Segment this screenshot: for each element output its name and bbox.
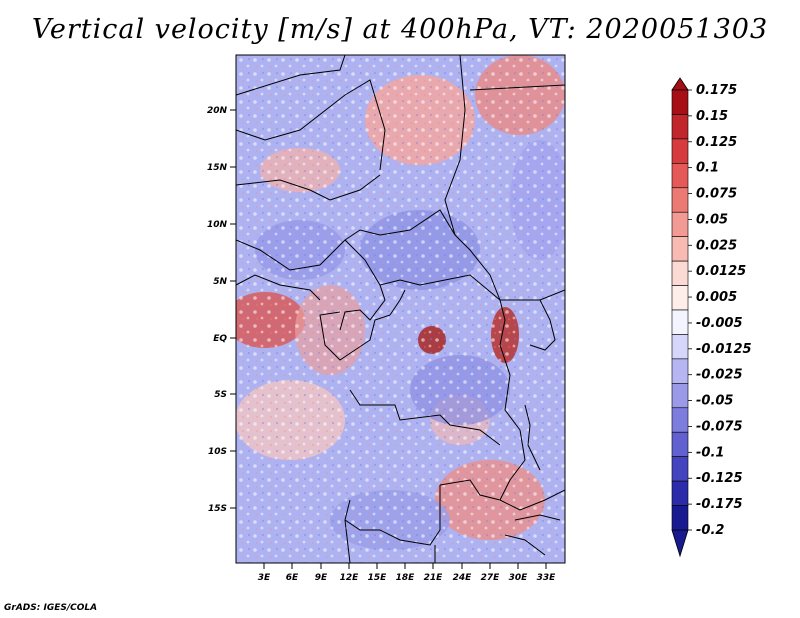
lat-label: 15S [208,504,227,514]
lat-label: EQ [213,334,227,344]
colorbar-label: -0.2 [696,523,724,538]
lat-label: 20N [207,106,228,116]
colorbar-label: -0.0125 [696,342,752,357]
lat-labels: 20N 15N 10N 5N EQ 5S 10S 15S [207,106,228,514]
lon-label: 3E [258,573,271,583]
lon-label: 21E [424,573,444,583]
lon-label: 24E [453,573,473,583]
colorbar-swatch [671,187,689,213]
colorbar-swatch [671,407,689,433]
colorbar-swatch [671,505,689,531]
lon-label: 15E [368,573,388,583]
colorbar-swatch [671,431,689,457]
colorbar-label: -0.005 [696,316,743,331]
colorbar-swatch [671,114,689,140]
colorbar-swatch [671,163,689,189]
colorbar-label: 0.025 [696,238,737,253]
colorbar-swatch [671,285,689,311]
lon-label: 30E [509,573,529,583]
colorbar-label: -0.175 [696,497,743,512]
colorbar-swatch [671,480,689,506]
colorbar-swatch [671,334,689,360]
lon-label: 33E [537,573,557,583]
colorbar-swatch [671,89,689,115]
colorbar-top-arrow [671,77,689,91]
colorbar: 0.175 0.15 0.125 0.1 0.075 0.05 0.025 0.0125 0.0… [671,77,752,558]
colorbar-label: 0.05 [696,212,728,227]
map-frame [235,54,566,564]
velocity-field [236,55,565,563]
lon-label: 12E [340,573,360,583]
colorbar-label: 0.15 [696,109,728,124]
lon-label: 9E [315,573,328,583]
lat-label: 10S [208,447,227,457]
lon-labels: 3E 6E 9E 12E 15E 18E 21E 24E 27E 30E 33E [258,573,556,583]
colorbar-swatch [671,456,689,482]
colorbar-label: -0.1 [696,445,724,460]
colorbar-label: -0.05 [696,394,733,409]
lon-label: 6E [286,573,299,583]
colorbar-swatch [671,236,689,262]
colorbar-swatch [671,309,689,335]
colorbar-label: 0.075 [696,187,737,202]
colorbar-swatch [671,211,689,237]
lat-ticks [230,109,236,509]
colorbar-swatch [671,383,689,409]
colorbar-label: -0.125 [696,471,743,486]
lon-ticks [263,563,547,569]
colorbar-label: -0.025 [696,368,743,383]
colorbar-label: 0.0125 [696,264,746,279]
lat-label: 15N [207,163,228,173]
colorbar-bottom-arrow [671,529,689,558]
lon-label: 27E [481,573,501,583]
colorbar-label: 0.175 [696,83,737,98]
lon-label: 18E [396,573,416,583]
colorbar-label: 0.005 [696,290,737,305]
colorbar-swatch [671,260,689,286]
chart-title: Vertical velocity [m/s] at 400hPa, VT: 2… [31,14,769,45]
lat-label: 5N [213,277,227,287]
colorbar-label: 0.1 [696,161,719,176]
lat-label: 5S [214,390,227,400]
grads-credit: GrADS: IGES/COLA [4,603,98,613]
colorbar-swatch [671,358,689,384]
colorbar-label: 0.125 [696,135,737,150]
colorbar-label: -0.075 [696,419,743,434]
lat-label: 10N [207,220,228,230]
colorbar-swatch [671,138,689,164]
